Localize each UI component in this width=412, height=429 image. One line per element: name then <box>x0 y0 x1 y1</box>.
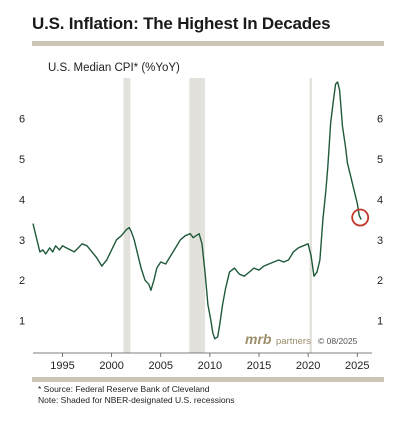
series-label: U.S. Median CPI* (%YoY) <box>48 62 180 74</box>
x-tick-label: 2010 <box>198 360 222 372</box>
y-tick-label-right: 4 <box>377 194 383 206</box>
footer-rule <box>32 377 384 382</box>
y-tick-label-left: 5 <box>19 154 25 166</box>
recession-band-1 <box>123 78 131 353</box>
x-tick-label: 2025 <box>345 360 369 372</box>
brand-logo-word: partners <box>276 336 311 347</box>
x-tick-label: 2015 <box>247 360 271 372</box>
chart-title: U.S. Inflation: The Highest In Decades <box>32 14 331 33</box>
y-tick-label-right: 3 <box>377 235 383 247</box>
title-underline <box>32 41 384 46</box>
series-line-1 <box>32 81 362 340</box>
brand-copyright: © 08/2025 <box>318 336 358 346</box>
x-tick-label: 2000 <box>99 360 123 372</box>
source-note: * Source: Federal Reserve Bank of Clevel… <box>38 384 210 394</box>
y-tick-label-right: 1 <box>377 316 383 328</box>
recession-band-3 <box>309 78 313 353</box>
y-tick-label-right: 5 <box>377 154 383 166</box>
x-tick-label: 1995 <box>50 360 74 372</box>
recession-note: Note: Shaded for NBER-designated U.S. re… <box>38 395 235 405</box>
highlight-circle <box>351 208 370 227</box>
x-tick-label: 2020 <box>296 360 320 372</box>
x-tick-label: 2005 <box>148 360 172 372</box>
brand-logo-mark: mrb <box>245 331 272 347</box>
y-tick-label-left: 2 <box>19 275 25 287</box>
y-tick-label-left: 4 <box>19 194 25 206</box>
y-tick-label-left: 6 <box>19 113 25 125</box>
recession-band-2 <box>189 78 205 353</box>
y-tick-label-left: 1 <box>19 316 25 328</box>
y-tick-label-right: 6 <box>377 113 383 125</box>
y-tick-label-left: 3 <box>19 235 25 247</box>
y-tick-label-right: 2 <box>377 275 383 287</box>
